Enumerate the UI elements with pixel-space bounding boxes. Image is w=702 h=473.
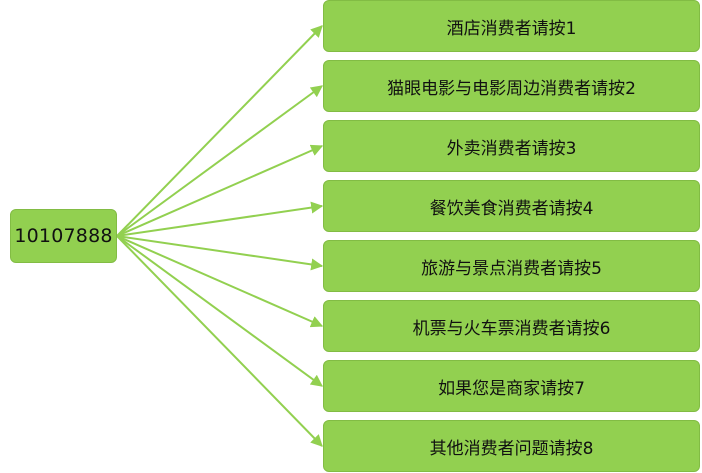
root-number-box: 10107888 [10, 209, 117, 263]
option-label-tickets: 机票与火车票消费者请按6 [412, 318, 611, 339]
option-box-maoyan-movie[interactable]: 猫眼电影与电影周边消费者请按2 [323, 60, 700, 112]
connector-arrow-4 [116, 201, 324, 237]
connector-arrow-6 [116, 235, 324, 328]
option-box-dining[interactable]: 餐饮美食消费者请按4 [323, 180, 700, 232]
connector-arrow-5 [116, 235, 324, 271]
option-box-hotel[interactable]: 酒店消费者请按1 [323, 0, 700, 52]
root-number-label: 10107888 [14, 225, 113, 247]
option-box-tickets[interactable]: 机票与火车票消费者请按6 [323, 300, 700, 352]
connector-arrow-3 [116, 144, 324, 237]
option-label-maoyan-movie: 猫眼电影与电影周边消费者请按2 [387, 78, 636, 99]
option-label-merchant: 如果您是商家请按7 [438, 378, 585, 399]
option-box-takeout[interactable]: 外卖消费者请按3 [323, 120, 700, 172]
connector-arrow-2 [116, 85, 323, 237]
connector-arrow-7 [116, 235, 323, 387]
option-label-hotel: 酒店消费者请按1 [446, 18, 577, 39]
connector-arrow-8 [116, 235, 323, 447]
option-box-merchant[interactable]: 如果您是商家请按7 [323, 360, 700, 412]
option-box-travel[interactable]: 旅游与景点消费者请按5 [323, 240, 700, 292]
connector-arrow-1 [116, 25, 323, 237]
option-label-other: 其他消费者问题请按8 [429, 438, 594, 459]
option-label-dining: 餐饮美食消费者请按4 [429, 198, 594, 219]
option-label-takeout: 外卖消费者请按3 [446, 138, 577, 159]
option-box-other[interactable]: 其他消费者问题请按8 [323, 420, 700, 472]
option-label-travel: 旅游与景点消费者请按5 [421, 258, 602, 279]
